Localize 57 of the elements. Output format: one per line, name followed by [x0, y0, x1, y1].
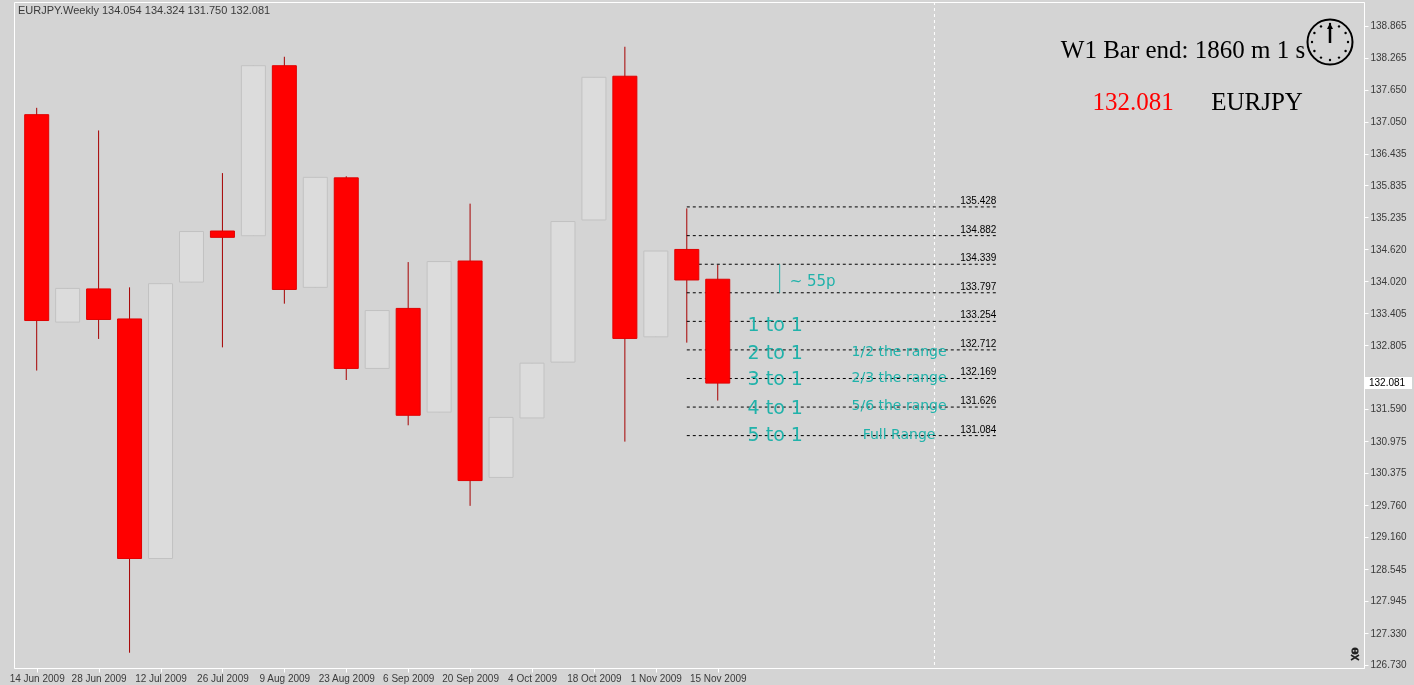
y-tick-label: 134.620	[1370, 243, 1408, 255]
annotation: Full Range	[862, 426, 936, 443]
x-tick-label: 23 Aug 2009	[318, 672, 376, 684]
y-tick-label: 129.760	[1370, 499, 1408, 511]
y-tick-label: 129.160	[1370, 531, 1408, 543]
annotation: 1 to 1	[747, 312, 803, 335]
ref-line-label: 133.797	[960, 280, 997, 292]
ref-line-label: 132.169	[960, 366, 997, 378]
x-tick-label: 1 Nov 2009	[630, 672, 683, 684]
y-tick-label: 130.375	[1370, 467, 1408, 479]
y-tick-label: 134.020	[1370, 275, 1408, 287]
y-tick-label: 128.545	[1370, 563, 1408, 575]
y-tick-label: 136.435	[1370, 148, 1408, 160]
x-tick-label: 4 Oct 2009	[508, 672, 558, 684]
chart-title: EURJPY.Weekly 134.054 134.324 131.750 132.081	[18, 4, 271, 16]
y-tick-label: 137.650	[1370, 84, 1408, 96]
annotation: 4 to 1	[747, 395, 803, 418]
x-tick-label: 14 Jun 2009	[9, 672, 66, 684]
ref-line-label: 134.339	[960, 252, 997, 264]
annotation: 2/3 the range	[851, 369, 947, 386]
annotation: 5/6 the range	[851, 397, 947, 414]
x-tick-label: 20 Sep 2009	[442, 672, 500, 684]
y-tick-label: 127.330	[1370, 627, 1408, 639]
x-tick-label: 6 Sep 2009	[383, 672, 435, 684]
y-tick-label: 127.945	[1370, 595, 1408, 607]
ref-line-label: 134.882	[960, 223, 997, 235]
annotation: 2 to 1	[747, 340, 803, 363]
text: 132.081	[1369, 377, 1406, 389]
ref-line-label: 133.254	[960, 309, 997, 321]
annotation: 1/2 the range	[851, 343, 947, 360]
y-tick-label: 130.975	[1370, 435, 1408, 447]
annotation: 132.081	[1092, 88, 1174, 115]
y-tick-label: 135.235	[1370, 211, 1408, 223]
x-tick-label: 9 Aug 2009	[259, 672, 311, 684]
annotation: W1 Bar end: 1860 m 1 s	[1060, 36, 1306, 63]
annotation: 5 to 1	[747, 422, 803, 445]
x-tick-label: 15 Nov 2009	[689, 672, 748, 684]
y-tick-label: 135.835	[1370, 179, 1408, 191]
y-tick-label: 131.590	[1370, 403, 1408, 415]
annotation: ~ 55p	[789, 271, 836, 290]
y-tick-label: 133.405	[1370, 307, 1408, 319]
x-tick-label: 26 Jul 2009	[197, 672, 250, 684]
ref-line-label: 131.626	[960, 395, 997, 407]
x-tick-label: 12 Jul 2009	[135, 672, 188, 684]
ref-line-label: 131.084	[960, 423, 997, 435]
x-tick-label: 18 Oct 2009	[567, 672, 623, 684]
y-tick-label: 138.265	[1370, 52, 1408, 64]
y-tick-label: 138.865	[1370, 20, 1408, 32]
y-tick-label: 137.050	[1370, 116, 1408, 128]
annotation: 3 to 1	[747, 366, 803, 389]
x-tick-label: 28 Jun 2009	[71, 672, 128, 684]
y-tick-label: 126.730	[1370, 659, 1408, 671]
candlestick	[209, 172, 235, 348]
annotation: EURJPY	[1211, 88, 1303, 115]
ref-line-label: 135.428	[960, 194, 997, 206]
ref-line-label: 132.712	[960, 337, 997, 349]
y-tick-label: 132.805	[1370, 339, 1408, 351]
